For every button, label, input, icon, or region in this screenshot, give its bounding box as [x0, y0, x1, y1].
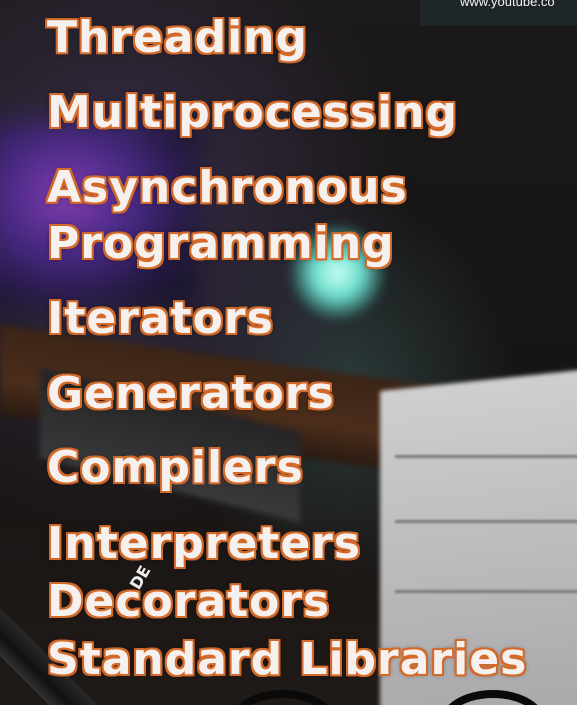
topic-iterators: Iterators	[47, 293, 274, 344]
drawer-edge	[395, 520, 577, 523]
topic-asynchronous: Asynchronous	[47, 162, 408, 213]
drawer-edge	[395, 590, 577, 593]
drawer-edge	[395, 455, 577, 458]
topic-programming: Programming	[47, 218, 395, 269]
topic-compilers: Compilers	[47, 442, 304, 493]
watermark-text: www.youtube.co	[460, 0, 555, 9]
watermark: www.youtube.co	[420, 0, 577, 26]
topic-decorators: Decorators	[47, 576, 331, 627]
topic-threading: Threading	[47, 12, 308, 63]
lamp-light	[290, 225, 385, 320]
topic-multiprocessing: Multiprocessing	[47, 87, 458, 138]
topic-generators: Generators	[47, 368, 335, 419]
topic-standard-libraries: Standard Libraries	[47, 634, 528, 685]
monitor-glow	[0, 120, 200, 310]
topic-interpreters: Interpreters	[47, 518, 362, 569]
